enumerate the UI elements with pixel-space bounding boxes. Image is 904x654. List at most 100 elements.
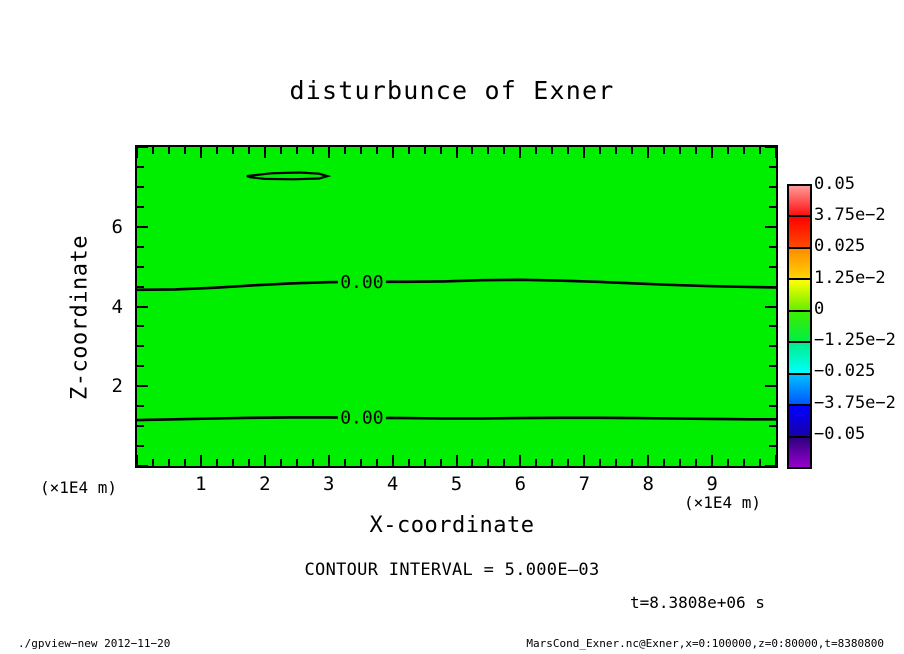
footer-source: MarsCond_Exner.nc@Exner,x=0:100000,z=0:8…	[526, 637, 884, 650]
tick-mark	[711, 455, 714, 466]
tick-mark	[535, 459, 538, 466]
tick-mark	[215, 459, 218, 466]
tick-mark	[711, 147, 714, 158]
tick-mark	[375, 459, 378, 466]
colorbar-band	[789, 248, 810, 281]
tick-mark	[769, 265, 776, 268]
tick-mark	[279, 459, 282, 466]
tick-mark	[631, 147, 634, 154]
tick-mark	[775, 147, 776, 158]
tick-mark	[551, 459, 554, 466]
tick-mark	[137, 455, 138, 466]
tick-mark	[765, 147, 776, 148]
tick-mark	[567, 147, 570, 154]
tick-mark	[769, 205, 776, 208]
contour-field-fill	[137, 147, 776, 466]
tick-mark	[743, 147, 746, 154]
colorbar-tick-label: −1.25e−2	[814, 330, 896, 351]
tick-mark	[423, 147, 426, 154]
tick-mark	[137, 147, 138, 158]
tick-mark	[137, 165, 144, 168]
tick-mark	[769, 325, 776, 328]
tick-mark	[137, 265, 144, 268]
tick-mark	[343, 147, 346, 154]
tick-mark	[455, 455, 458, 466]
colorbar-band	[789, 406, 810, 438]
tick-mark	[535, 147, 538, 154]
tick-mark	[765, 465, 776, 466]
x-tick-label: 4	[386, 473, 399, 495]
colorbar-tick-label: 1.25e−2	[814, 267, 886, 288]
tick-mark	[183, 459, 186, 466]
tick-mark	[615, 147, 618, 154]
x-tick-label: 2	[259, 473, 271, 495]
tick-mark	[391, 147, 394, 158]
tick-mark	[167, 459, 170, 466]
colorbar-band	[789, 186, 810, 218]
tick-mark	[199, 455, 202, 466]
colorbar-band	[789, 437, 810, 467]
tick-mark	[519, 455, 522, 466]
tick-mark	[769, 285, 776, 288]
contour-label-backdrop	[337, 406, 386, 429]
tick-mark	[647, 147, 650, 158]
tick-mark	[137, 225, 148, 228]
contour-line	[246, 171, 332, 181]
tick-mark	[231, 459, 234, 466]
tick-mark	[183, 147, 186, 154]
y-tick-label: 4	[111, 295, 123, 318]
contour-label: 0.00	[340, 407, 383, 428]
x-tick-label: 8	[642, 473, 654, 495]
x-tick-label: 9	[706, 473, 718, 495]
tick-mark	[137, 205, 144, 208]
colorbar[interactable]	[787, 184, 812, 469]
tick-mark	[769, 245, 776, 248]
tick-mark	[359, 459, 362, 466]
y-axis-title: Z-coordinate	[67, 235, 93, 400]
tick-mark	[765, 225, 776, 228]
colorbar-tick-label: 0.05	[814, 174, 855, 194]
colorbar-tick-label: −0.05	[814, 423, 866, 444]
tick-mark	[137, 465, 148, 466]
tick-mark	[487, 147, 490, 154]
x-tick-label: 7	[578, 473, 591, 495]
tick-mark	[407, 459, 410, 466]
tick-mark	[695, 147, 698, 154]
contour-plot-area[interactable]: 0.00 0.00	[135, 145, 778, 468]
tick-mark	[631, 459, 634, 466]
tick-mark	[391, 455, 394, 466]
tick-mark	[519, 147, 522, 158]
colorbar-band	[789, 374, 810, 407]
tick-mark	[407, 147, 410, 154]
colorbar-band	[789, 343, 810, 375]
tick-mark	[137, 345, 144, 348]
x-axis-unit-left: (×1E4 m)	[40, 478, 118, 497]
tick-mark	[647, 455, 650, 466]
tick-mark	[311, 147, 314, 154]
colorbar-band	[789, 217, 810, 249]
tick-mark	[137, 305, 148, 308]
tick-mark	[137, 385, 148, 388]
tick-mark	[695, 459, 698, 466]
y-tick-label: 2	[111, 375, 123, 398]
tick-mark	[615, 459, 618, 466]
tick-mark	[679, 147, 682, 154]
tick-mark	[137, 405, 144, 408]
tick-mark	[471, 459, 474, 466]
x-tick-label: 3	[322, 473, 335, 495]
contour-line	[137, 278, 776, 292]
page-title: disturbunce of Exner	[289, 76, 615, 105]
tick-mark	[679, 459, 682, 466]
tick-mark	[343, 459, 346, 466]
tick-mark	[151, 147, 154, 154]
tick-mark	[231, 147, 234, 154]
colorbar-band	[789, 280, 810, 312]
tick-mark	[503, 147, 506, 154]
y-tick-label: 6	[111, 215, 123, 238]
colorbar-tick-label: −0.025	[814, 361, 876, 382]
tick-mark	[663, 459, 666, 466]
tick-mark	[439, 147, 442, 154]
contour-line	[137, 416, 776, 422]
tick-mark	[599, 147, 602, 154]
tick-mark	[327, 147, 330, 158]
